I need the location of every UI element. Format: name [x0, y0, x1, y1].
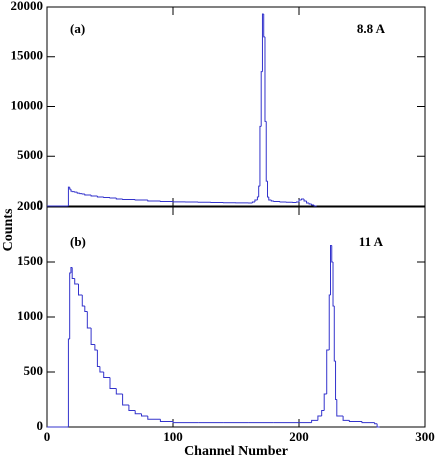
histogram-step: [69, 187, 71, 190]
histogram-step: [374, 422, 378, 425]
histogram-step: [70, 189, 73, 192]
histogram-step: [298, 199, 302, 203]
histogram-step: [99, 366, 104, 373]
histogram-step: [268, 197, 272, 201]
histogram-step: [254, 199, 258, 203]
histogram-step: [128, 405, 136, 411]
histogram-step: [376, 423, 380, 428]
histogram-step: [258, 185, 260, 198]
x-tick-label: 300: [415, 429, 435, 444]
panel-label: (b): [70, 234, 86, 249]
histogram-step: [147, 200, 161, 202]
histogram-step: [313, 205, 317, 207]
y-tick-label: 15000: [11, 48, 44, 63]
y-tick-label: 0: [37, 418, 44, 433]
histogram-step: [332, 262, 335, 307]
histogram-step: [84, 194, 92, 196]
histogram-step: [308, 203, 312, 205]
histogram-step: [67, 186, 70, 206]
histogram-step: [96, 196, 104, 198]
y-axis-label: Counts: [1, 208, 16, 251]
y-tick-label: 5000: [17, 147, 43, 162]
histogram-step: [122, 394, 129, 406]
histogram-step: [94, 344, 98, 351]
histogram-step: [90, 328, 95, 345]
y-tick-label: 2000: [17, 198, 43, 213]
histogram-step: [333, 306, 336, 362]
histogram-step: [96, 350, 100, 367]
x-axis-label: Channel Number: [184, 444, 288, 459]
histogram-step: [306, 201, 310, 204]
histogram-step: [103, 372, 110, 378]
histogram-step: [67, 338, 70, 427]
y-tick-label: 20000: [11, 0, 44, 13]
x-tick-label: 200: [289, 429, 309, 444]
histogram-step: [335, 361, 337, 400]
annotation: 11 A: [359, 234, 384, 249]
histogram-step: [311, 419, 318, 423]
histogram-step: [303, 199, 307, 202]
y-tick-label: 500: [24, 363, 44, 378]
histogram-step: [147, 416, 161, 420]
histogram-step: [267, 181, 269, 198]
histogram-step: [81, 295, 85, 307]
histogram-step: [69, 272, 71, 339]
histogram-step: [270, 200, 274, 202]
histogram-step: [141, 413, 148, 417]
histogram-step: [336, 399, 344, 417]
histogram-step: [260, 71, 263, 127]
annotation: 8.8 A: [357, 21, 386, 36]
histogram-step: [331, 245, 334, 263]
histogram-step: [317, 415, 322, 421]
histogram-step: [263, 13, 265, 38]
histogram-step: [134, 410, 142, 415]
histogram-step: [78, 284, 83, 296]
x-tick-label: 0: [44, 429, 51, 444]
histogram-step: [90, 195, 98, 197]
x-tick-label: 100: [163, 429, 183, 444]
panel-frame: [46, 6, 426, 207]
histogram-step: [259, 125, 262, 187]
panel-label: (a): [70, 21, 85, 36]
histogram-step: [361, 421, 375, 424]
histogram-step: [115, 388, 123, 395]
histogram-step: [348, 420, 362, 422]
histogram-step: [323, 393, 327, 411]
histogram-step: [74, 278, 79, 285]
histogram-step: [301, 198, 305, 201]
histogram-step: [264, 36, 267, 122]
histogram-step: [84, 306, 88, 312]
y-tick-label: 0: [37, 197, 44, 212]
histogram-step: [321, 410, 325, 416]
histogram-step: [115, 198, 123, 200]
histogram-step: [328, 294, 331, 350]
histogram-step: [265, 121, 268, 182]
histogram-step: [311, 204, 315, 206]
histogram-step: [326, 349, 330, 394]
histogram-step: [159, 419, 173, 422]
histogram-step: [256, 196, 259, 201]
histogram-step: [172, 421, 199, 424]
histogram-step: [342, 416, 350, 421]
histogram-step: [86, 311, 92, 329]
y-tick-label: 1000: [17, 308, 43, 323]
histogram-step: [109, 377, 117, 389]
histogram-step: [71, 267, 75, 279]
histogram-step: [76, 192, 80, 194]
histogram-step: [251, 201, 255, 204]
y-tick-label: 10000: [11, 97, 44, 112]
y-tick-label: 1500: [17, 253, 43, 268]
